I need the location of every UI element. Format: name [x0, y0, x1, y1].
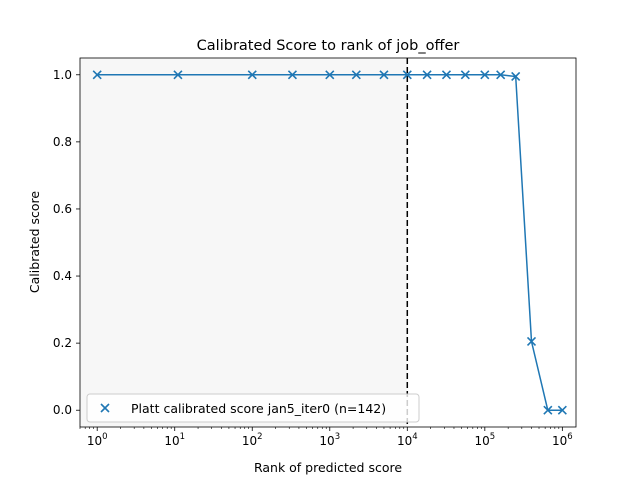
x-tick-label: 100	[87, 432, 108, 448]
legend-marker	[100, 403, 110, 413]
x-tick-label: 101	[164, 432, 185, 448]
legend-label: Platt calibrated score jan5_iter0 (n=142…	[131, 401, 386, 416]
y-tick-label: 0.0	[53, 403, 72, 417]
x-axis-ticks: 100 101 102 103 104 105 106	[79, 427, 573, 448]
y-tick-label: 0.4	[53, 269, 72, 283]
data-point	[480, 70, 490, 80]
data-point	[402, 70, 412, 80]
data-point	[543, 405, 553, 415]
shaded-region	[80, 58, 408, 427]
y-axis-label: Calibrated score	[27, 191, 42, 293]
data-point	[526, 336, 537, 347]
y-tick-label: 0.2	[53, 336, 72, 350]
y-tick-label: 1.0	[53, 68, 72, 82]
legend-box	[86, 393, 420, 423]
x-tick-label: 104	[397, 432, 418, 448]
x-tick-label: 106	[552, 432, 573, 448]
data-point	[496, 70, 506, 80]
data-point	[325, 70, 335, 80]
x-tick-label: 103	[319, 432, 340, 448]
data-point	[422, 70, 432, 80]
y-axis-ticks: 0.0 0.2 0.4 0.6 0.8 1.0	[53, 68, 80, 417]
data-point	[173, 70, 183, 80]
data-point	[247, 70, 257, 80]
plot-frame	[79, 57, 577, 428]
chart-title: Calibrated Score to rank of job_offer	[197, 38, 460, 54]
y-tick-label: 0.8	[53, 135, 72, 149]
x-axis-label: Rank of predicted score	[254, 460, 402, 475]
x-tick-label: 105	[474, 432, 495, 448]
data-point	[379, 70, 389, 80]
data-point	[287, 70, 298, 80]
x-tick-label: 102	[242, 432, 263, 448]
y-tick-label: 0.6	[53, 202, 72, 216]
series-markers	[92, 70, 567, 415]
data-point	[92, 70, 102, 80]
legend: Platt calibrated score jan5_iter0 (n=142…	[86, 393, 420, 423]
data-point	[557, 405, 567, 415]
data-point	[351, 70, 361, 80]
data-point	[460, 70, 470, 80]
data-point	[441, 70, 452, 80]
data-point	[511, 71, 521, 82]
